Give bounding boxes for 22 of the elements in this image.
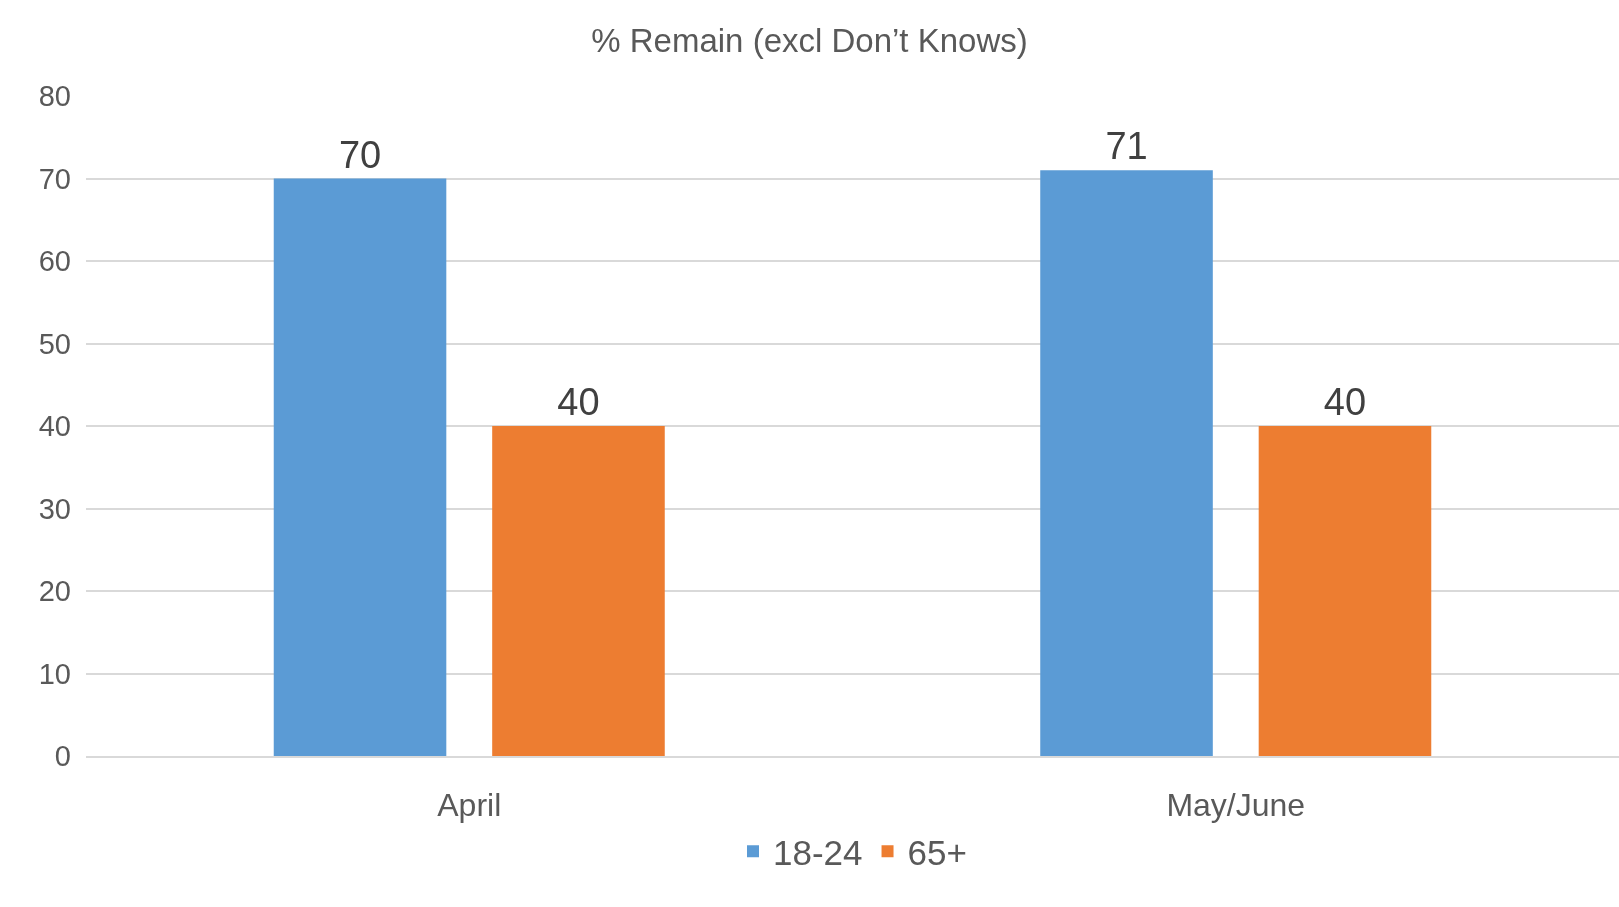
bar	[492, 426, 665, 756]
legend-label: 18-24	[773, 832, 863, 872]
y-tick-label: 50	[38, 327, 71, 360]
data-label: 70	[338, 133, 382, 176]
y-tick-label: 0	[54, 740, 71, 773]
y-tick-label: 20	[38, 575, 71, 608]
bar	[1040, 170, 1213, 756]
bar	[273, 178, 447, 756]
legend-label: 65+	[907, 832, 967, 872]
y-tick-label: 60	[38, 245, 71, 278]
y-tick-label: 30	[38, 492, 71, 525]
x-tick-label: May/June	[1166, 787, 1306, 824]
bar	[1258, 426, 1432, 756]
y-tick-label: 70	[38, 162, 71, 195]
x-tick-label: April	[437, 787, 502, 824]
y-tick-label: 80	[38, 80, 71, 113]
y-tick-label: 40	[38, 410, 71, 443]
data-label: 40	[1323, 381, 1367, 423]
data-label: 71	[1105, 125, 1148, 168]
y-tick-label: 10	[38, 657, 71, 690]
chart-title: % Remain (excl Don’t Knows)	[591, 22, 1028, 60]
data-label: 40	[557, 381, 600, 423]
